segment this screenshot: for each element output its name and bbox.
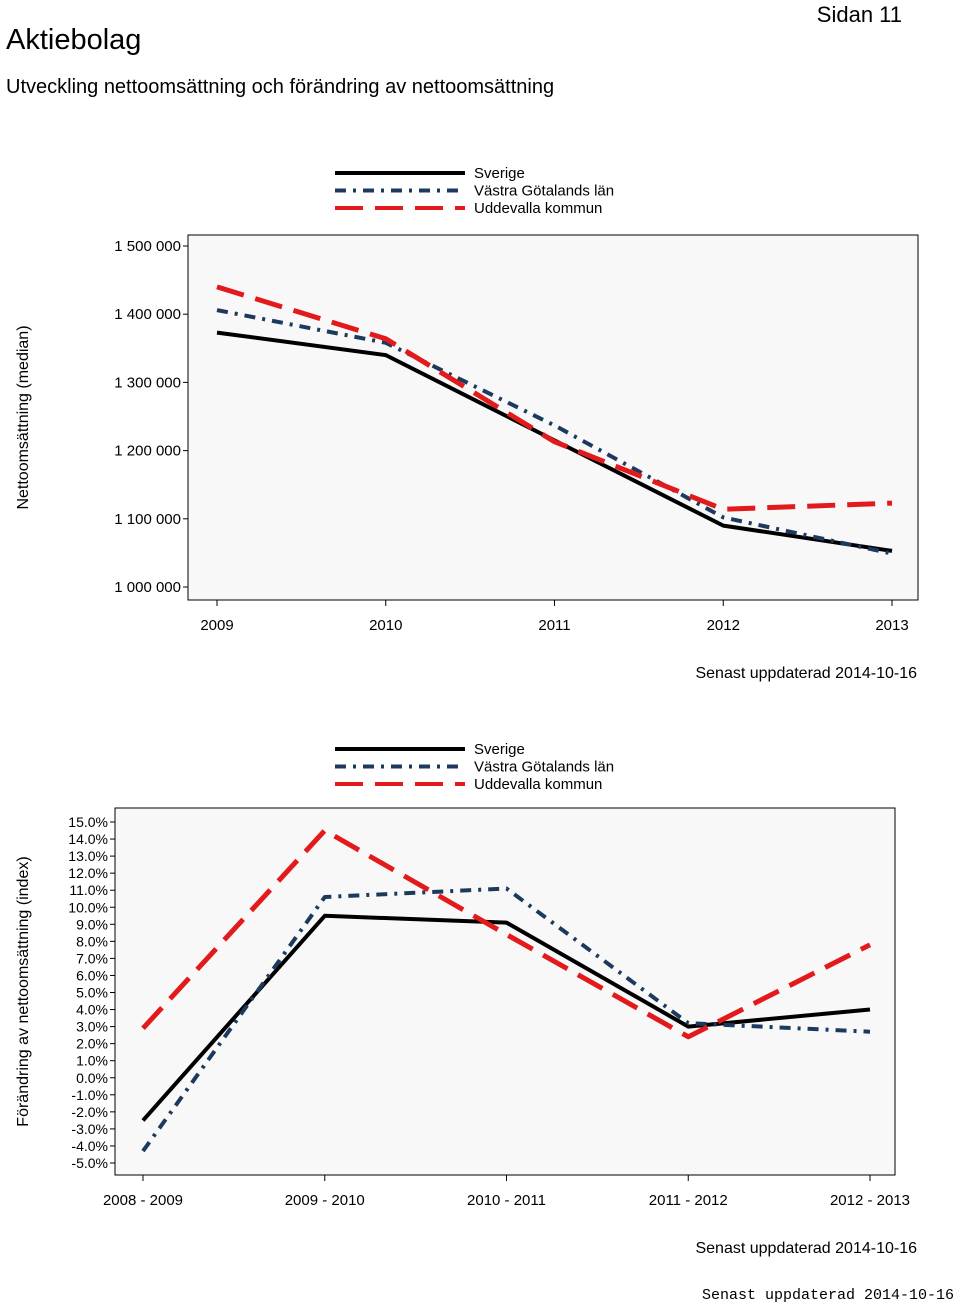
y-tick-label: -3.0% bbox=[71, 1121, 108, 1137]
y-axis-title: Förändring av nettoomsättning (index) bbox=[15, 856, 32, 1126]
y-tick-label: 6.0% bbox=[76, 967, 108, 983]
y-tick-label: 1 100 000 bbox=[114, 511, 181, 528]
y-tick-label: 11.0% bbox=[69, 882, 108, 898]
y-tick-label: 1 200 000 bbox=[114, 443, 181, 460]
y-tick-label: -1.0% bbox=[71, 1087, 108, 1103]
y-tick-label: -4.0% bbox=[71, 1138, 108, 1154]
x-tick-label: 2010 - 2011 bbox=[467, 1192, 546, 1209]
legend-label-vastra-gotalands-lan: Västra Götalands län bbox=[474, 759, 614, 776]
x-tick-label: 2013 bbox=[875, 617, 908, 634]
x-tick-label: 2010 bbox=[369, 617, 402, 634]
y-tick-label: 13.0% bbox=[68, 848, 108, 864]
y-tick-label: 5.0% bbox=[76, 985, 108, 1001]
y-tick-label: 1.0% bbox=[76, 1053, 108, 1069]
y-tick-label: 1 400 000 bbox=[114, 306, 181, 323]
y-tick-label: 0.0% bbox=[76, 1070, 108, 1086]
plot-area bbox=[114, 807, 896, 1176]
y-axis-title: Nettoomsättning (median) bbox=[15, 325, 32, 509]
x-tick-label: 2011 bbox=[538, 617, 570, 634]
y-tick-label: 8.0% bbox=[76, 933, 108, 949]
y-tick-label: 9.0% bbox=[76, 916, 108, 932]
y-tick-label: -5.0% bbox=[71, 1155, 108, 1171]
legend-label-vastra-gotalands-lan: Västra Götalands län bbox=[474, 183, 614, 200]
y-tick-label: 12.0% bbox=[68, 865, 108, 881]
legend-label-uddevalla-kommun: Uddevalla kommun bbox=[474, 776, 602, 793]
page-title: Aktiebolag bbox=[6, 24, 142, 56]
y-tick-label: 1 000 000 bbox=[114, 579, 181, 596]
y-tick-label: 3.0% bbox=[76, 1019, 108, 1035]
x-tick-label: 2009 bbox=[200, 617, 233, 634]
x-tick-label: 2008 - 2009 bbox=[103, 1192, 183, 1209]
y-tick-label: 15.0% bbox=[68, 814, 108, 830]
plot-area bbox=[187, 234, 919, 601]
series-line-uddevalla-kommun bbox=[141, 828, 872, 1040]
y-tick-label: -2.0% bbox=[71, 1104, 108, 1120]
y-tick-label: 4.0% bbox=[76, 1002, 108, 1018]
chart2-updated-note: Senast uppdaterad 2014-10-16 bbox=[695, 1240, 917, 1257]
y-tick-label: 1 300 000 bbox=[114, 374, 181, 391]
y-tick-label: 10.0% bbox=[68, 899, 108, 915]
page-number: Sidan 11 bbox=[816, 2, 902, 27]
page-subtitle: Utveckling nettoomsättning och förändrin… bbox=[6, 76, 555, 98]
y-tick-label: 1 500 000 bbox=[114, 238, 181, 255]
chart1-updated-note: Senast uppdaterad 2014-10-16 bbox=[695, 665, 917, 682]
footer-updated-stamp: Senast uppdaterad 2014-10-16 bbox=[701, 1287, 954, 1304]
x-tick-label: 2012 bbox=[707, 617, 740, 634]
x-tick-label: 2011 - 2012 bbox=[649, 1192, 728, 1209]
legend-label-sverige: Sverige bbox=[474, 741, 525, 758]
y-tick-label: 14.0% bbox=[68, 831, 108, 847]
y-tick-label: 2.0% bbox=[76, 1036, 108, 1052]
x-tick-label: 2012 - 2013 bbox=[830, 1192, 910, 1209]
legend-label-sverige: Sverige bbox=[474, 165, 525, 182]
series-line-vastra-gotalands-lan bbox=[216, 308, 893, 556]
x-tick-label: 2009 - 2010 bbox=[285, 1192, 365, 1209]
legend-label-uddevalla-kommun: Uddevalla kommun bbox=[474, 200, 602, 217]
y-tick-label: 7.0% bbox=[76, 950, 108, 966]
